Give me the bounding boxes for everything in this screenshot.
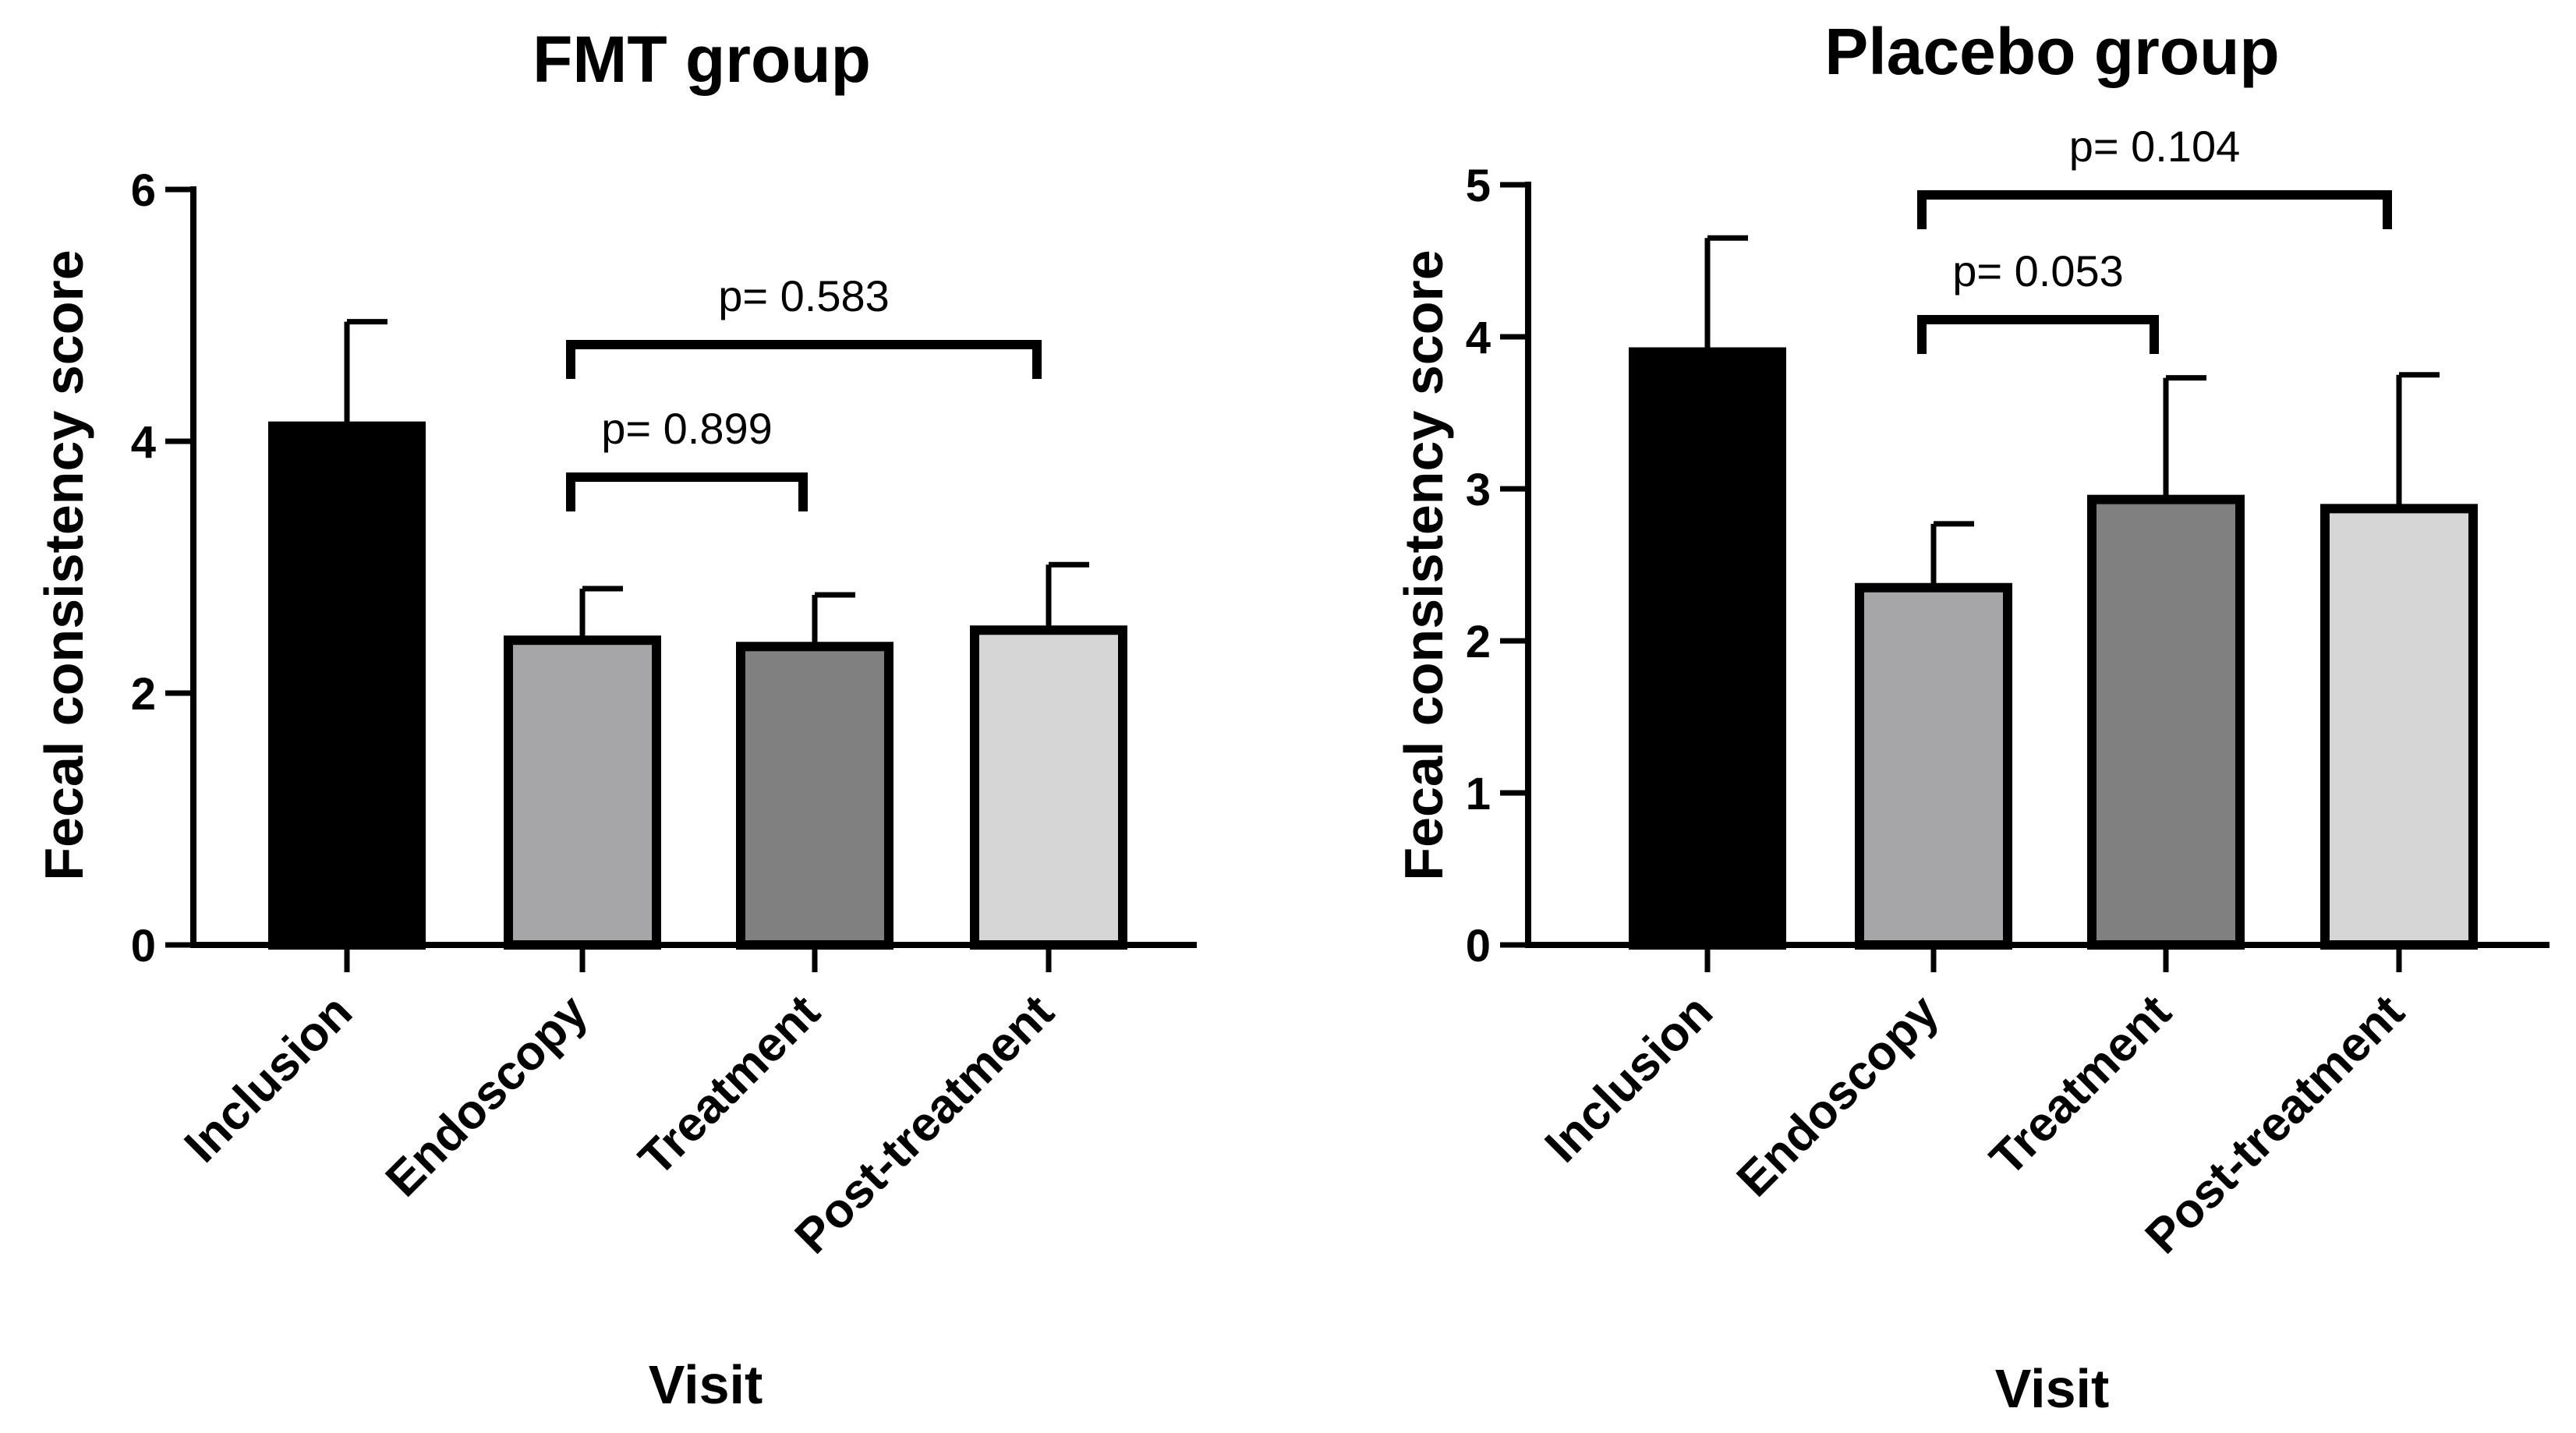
bar-treatment bbox=[736, 642, 893, 950]
y-tick-label: 6 bbox=[131, 165, 156, 216]
y-tick-label: 2 bbox=[131, 669, 156, 720]
y-tick-label: 1 bbox=[1466, 769, 1491, 819]
bar-treatment bbox=[2087, 494, 2245, 950]
p-value-label: p= 0.583 bbox=[718, 271, 890, 320]
significance-bracket bbox=[566, 472, 808, 511]
x-tick-label: Endoscopy bbox=[376, 985, 598, 1207]
y-tick-label: 5 bbox=[1466, 161, 1491, 211]
y-tick-label: 4 bbox=[1466, 313, 1491, 363]
x-tick-label: Treatment bbox=[1980, 985, 2181, 1186]
bar-inclusion bbox=[268, 421, 426, 950]
y-tick-label: 4 bbox=[131, 417, 156, 468]
x-tick-label: Post-treatment bbox=[785, 985, 1064, 1264]
x-tick-label: Endoscopy bbox=[1727, 985, 1949, 1207]
bar-inclusion bbox=[1629, 347, 1786, 950]
chart-placebo-group: Placebo group Fecal consistency score Vi… bbox=[1393, 15, 2549, 1419]
significance-bracket bbox=[1917, 315, 2159, 354]
y-axis-label: Fecal consistency score bbox=[34, 249, 94, 880]
y-tick-label: 3 bbox=[1466, 465, 1491, 515]
y-tick-label: 2 bbox=[1466, 617, 1491, 667]
bar-endoscopy bbox=[1855, 582, 2012, 950]
significance-bracket bbox=[1917, 190, 2392, 229]
y-tick-label: 0 bbox=[1466, 921, 1491, 971]
chart-title: Placebo group bbox=[1824, 15, 2279, 88]
y-tick-label: 0 bbox=[131, 921, 156, 971]
x-axis-label: Visit bbox=[649, 1354, 763, 1415]
p-value-label: p= 0.053 bbox=[1952, 246, 2124, 295]
x-axis-label: Visit bbox=[1995, 1358, 2110, 1419]
bar-post-treatment bbox=[970, 625, 1127, 950]
y-axis-label: Fecal consistency score bbox=[1393, 249, 1454, 880]
bar-post-treatment bbox=[2320, 504, 2478, 950]
x-tick-label: Inclusion bbox=[175, 985, 363, 1173]
bar-endoscopy bbox=[504, 635, 661, 950]
x-tick-label: Inclusion bbox=[1535, 985, 1723, 1173]
chart-title: FMT group bbox=[533, 23, 871, 96]
p-value-label: p= 0.104 bbox=[2069, 122, 2241, 171]
p-value-label: p= 0.899 bbox=[601, 404, 773, 453]
chart-fmt-group: FMT group Fecal consistency score Visit … bbox=[34, 23, 1197, 1415]
significance-bracket bbox=[566, 340, 1042, 379]
x-tick-label: Treatment bbox=[629, 985, 830, 1186]
